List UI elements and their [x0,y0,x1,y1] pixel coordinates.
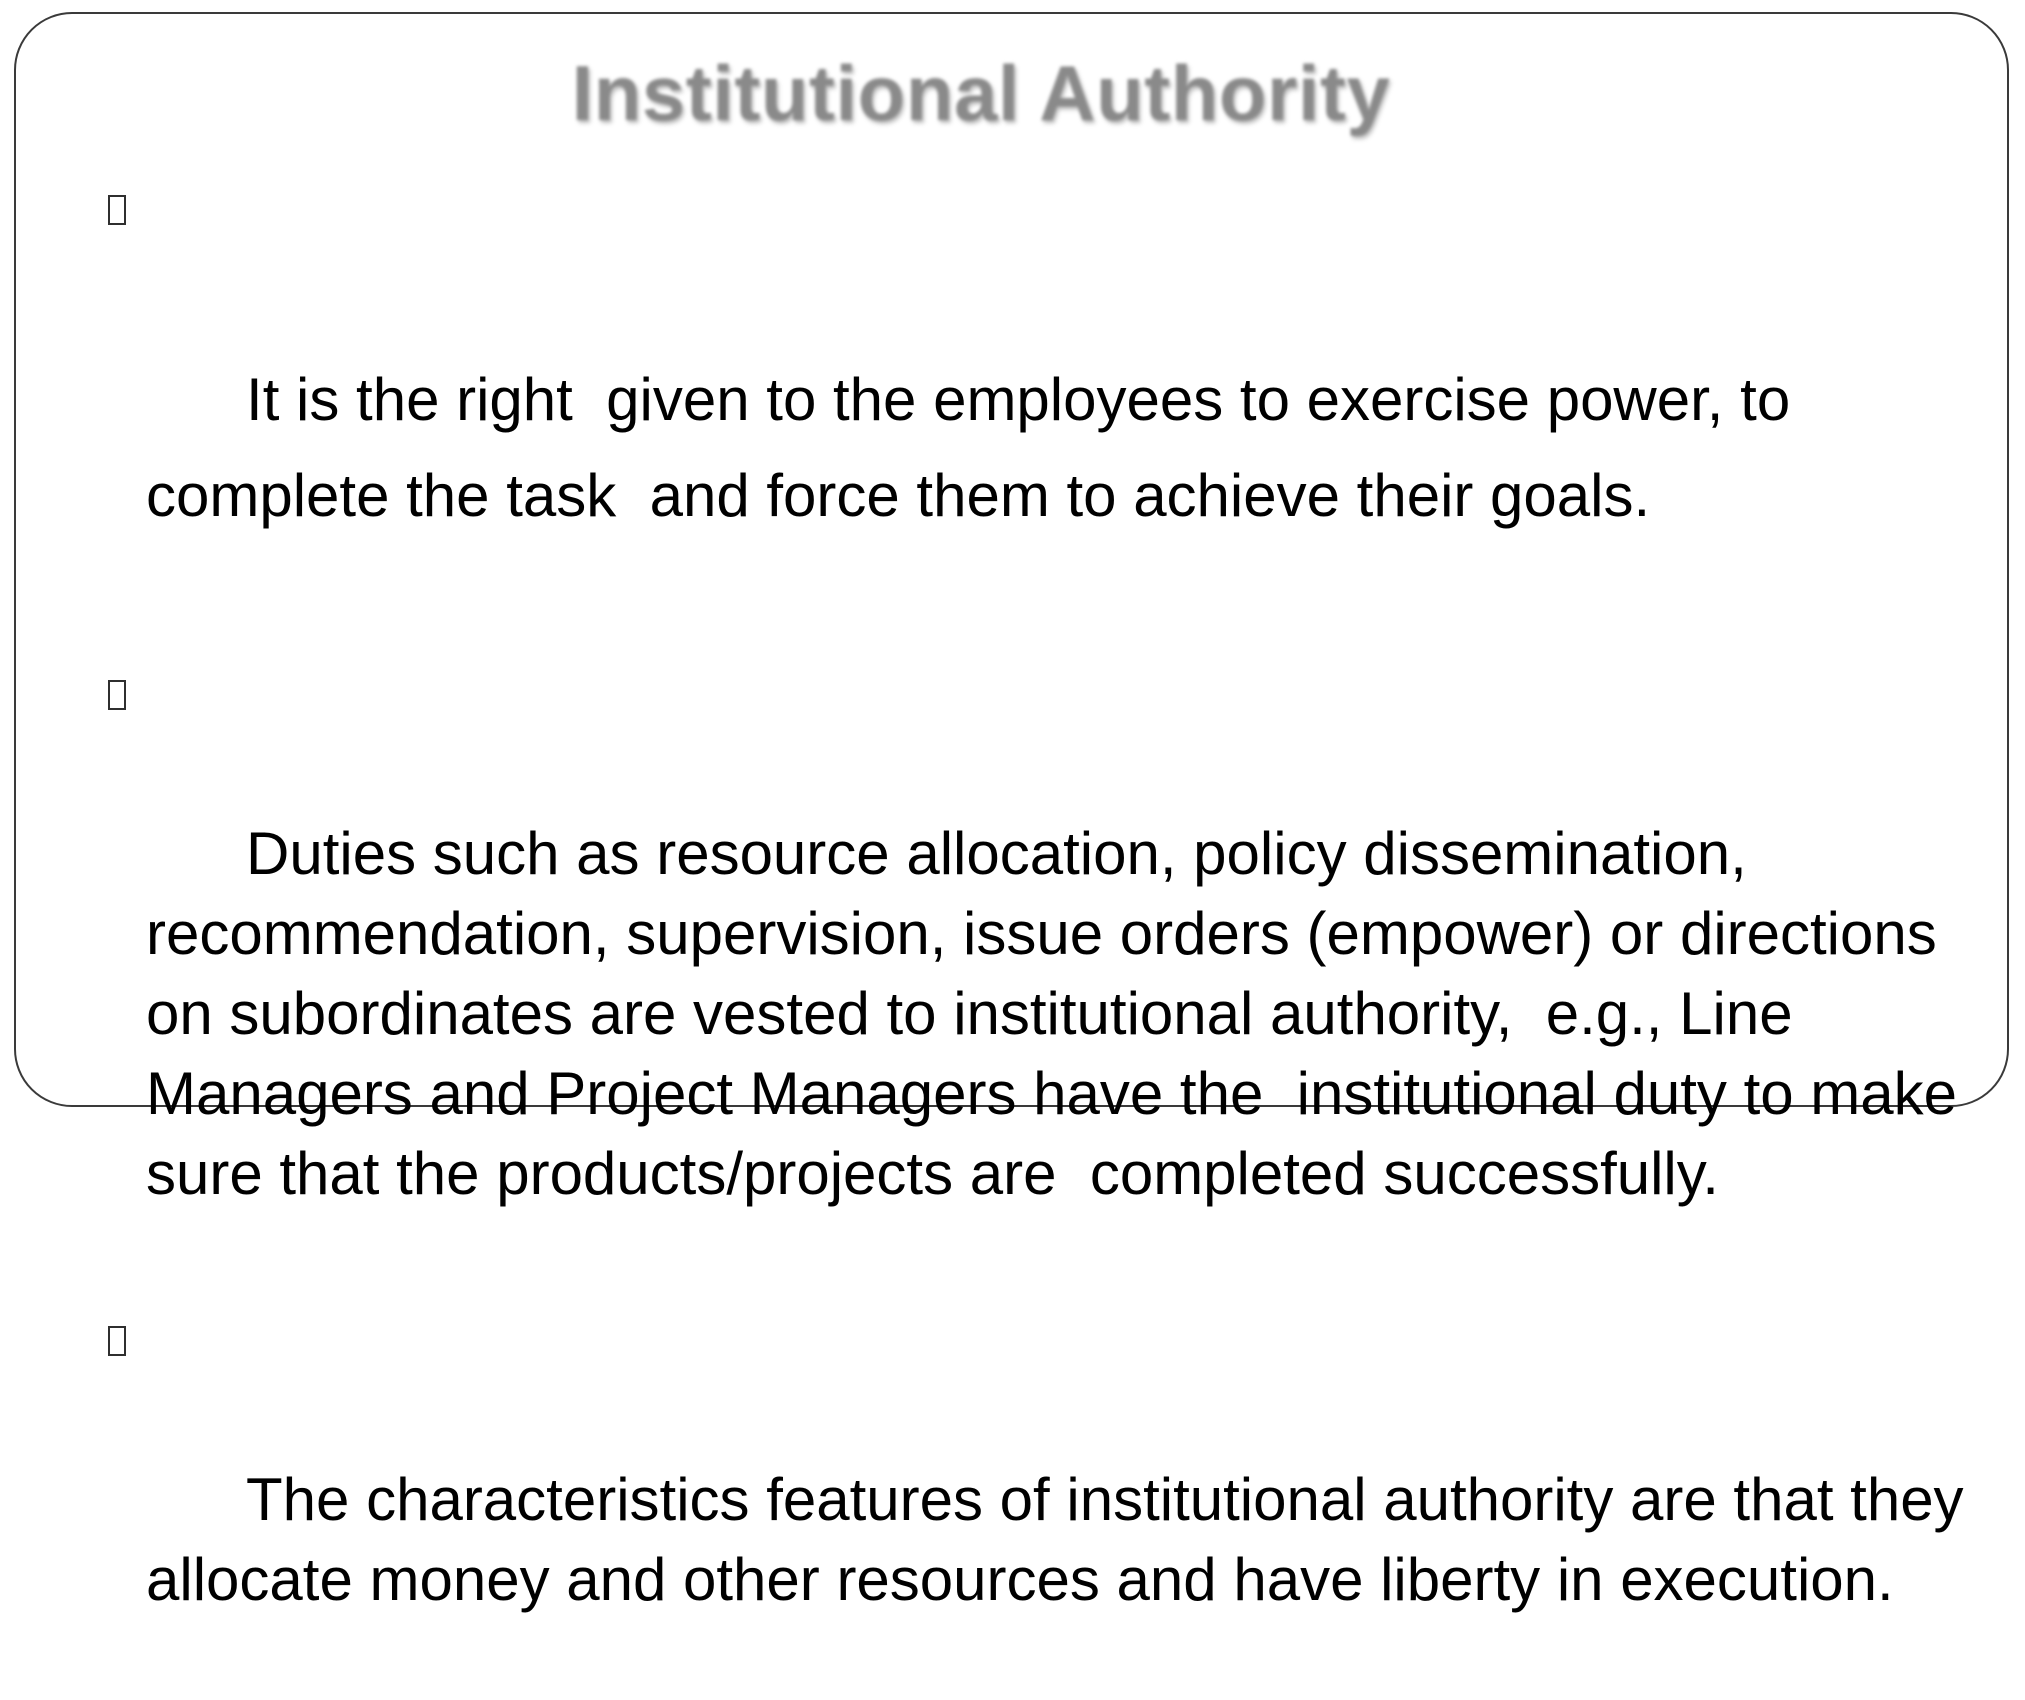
slide-frame: Institutional Authority It is the right … [14,12,2009,1613]
bullet-text: Duties such as resource allocation, poli… [146,820,1974,1207]
bullet-list: It is the right given to the employees t… [108,160,1988,1700]
slide-title: Institutional Authority [571,49,1391,137]
bullet-item: It is the right given to the employees t… [108,160,1988,640]
bullet-square-icon [108,1326,126,1356]
bullet-item: The characteristics features of institut… [108,1300,1988,1700]
bullet-item: Duties such as resource allocation, poli… [108,654,1988,1294]
bullet-text: The characteristics features of institut… [146,1466,1981,1613]
bullet-square-icon [108,680,126,710]
bullet-square-icon [108,195,126,225]
bullet-text: It is the right given to the employees t… [146,366,1807,529]
